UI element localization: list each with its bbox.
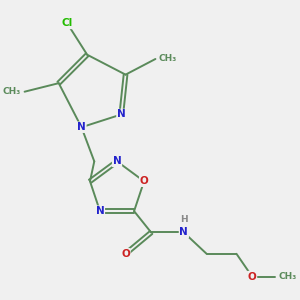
Text: O: O — [140, 176, 148, 186]
Text: O: O — [121, 249, 130, 259]
Text: O: O — [248, 272, 256, 282]
Text: N: N — [117, 110, 126, 119]
Text: N: N — [77, 122, 86, 132]
Text: CH₃: CH₃ — [278, 272, 296, 281]
Text: N: N — [96, 206, 104, 216]
Text: N: N — [179, 227, 188, 238]
Text: N: N — [113, 156, 122, 167]
Text: CH₃: CH₃ — [3, 87, 21, 96]
Text: Cl: Cl — [61, 18, 73, 28]
Text: H: H — [180, 215, 188, 224]
Text: CH₃: CH₃ — [159, 55, 177, 64]
